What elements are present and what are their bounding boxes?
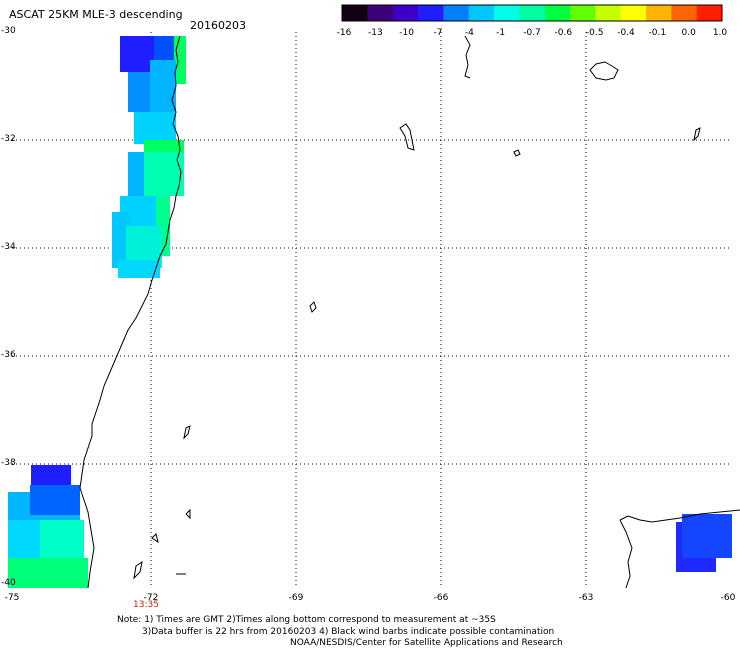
colorbar-segment xyxy=(392,5,419,21)
y-label-3: -34 xyxy=(1,242,16,252)
colorbar-label: -0.5 xyxy=(585,28,604,38)
colorbar xyxy=(341,4,723,22)
colorbar-label: -0.7 xyxy=(523,28,541,38)
colorbar-segment xyxy=(367,5,394,21)
y-label-2: -32 xyxy=(1,134,16,144)
colorbar-segment xyxy=(342,5,368,21)
colorbar-label: -16 xyxy=(336,28,352,38)
colorbar-label: -0.1 xyxy=(648,28,667,38)
y-label-1: -30 xyxy=(1,26,16,36)
colorbar-segment xyxy=(570,5,596,21)
wind-swath-east xyxy=(676,514,732,572)
colorbar-label: -10 xyxy=(399,28,415,38)
time-label: 13:35 xyxy=(133,600,159,610)
y-label-6: -40 xyxy=(1,578,16,588)
colorbar-segment xyxy=(595,5,622,21)
map-date: 20160203 xyxy=(190,19,246,32)
colorbar-label: -7 xyxy=(433,28,443,38)
colorbar-border xyxy=(341,4,723,22)
note-line-2: 3)Data buffer is 22 hrs from 20160203 4)… xyxy=(142,627,555,637)
coastline xyxy=(79,35,740,589)
colorbar-label: 0.0 xyxy=(681,28,696,38)
colorbar-segment xyxy=(494,5,520,21)
wind-swath-south xyxy=(8,465,88,588)
x-label-4: -66 xyxy=(433,593,449,603)
x-label-6: -60 xyxy=(720,593,736,603)
colorbar-label: -4 xyxy=(464,28,474,38)
note-line-1: Note: 1) Times are GMT 2)Times along bot… xyxy=(117,615,496,625)
colorbar-segment xyxy=(468,5,495,21)
colorbar-segment xyxy=(443,5,470,21)
gridlines xyxy=(8,32,732,588)
colorbar-segment xyxy=(671,5,698,21)
colorbar-segment xyxy=(519,5,546,21)
colorbar-segment xyxy=(544,5,571,21)
colorbar-label: 1.0 xyxy=(712,28,728,38)
colorbar-label: -1 xyxy=(496,28,506,38)
colorbar-segment xyxy=(418,5,444,21)
colorbar-label: -13 xyxy=(367,28,383,38)
y-label-4: -36 xyxy=(1,350,16,360)
x-label-1: -75 xyxy=(4,593,20,603)
note-line-3: NOAA/NESDIS/Center for Satellite Applica… xyxy=(290,638,563,648)
map-title: ASCAT 25KM MLE-3 descending xyxy=(9,8,183,21)
x-label-3: -69 xyxy=(288,593,304,603)
y-label-5: -38 xyxy=(1,458,16,468)
colorbar-segment xyxy=(620,5,647,21)
colorbar-label: -0.4 xyxy=(617,28,635,38)
x-label-5: -63 xyxy=(578,593,594,603)
colorbar-label: -0.6 xyxy=(554,28,573,38)
colorbar-segment xyxy=(646,5,672,21)
x-label-2: -72 xyxy=(143,593,159,603)
colorbar-segment xyxy=(696,5,723,21)
